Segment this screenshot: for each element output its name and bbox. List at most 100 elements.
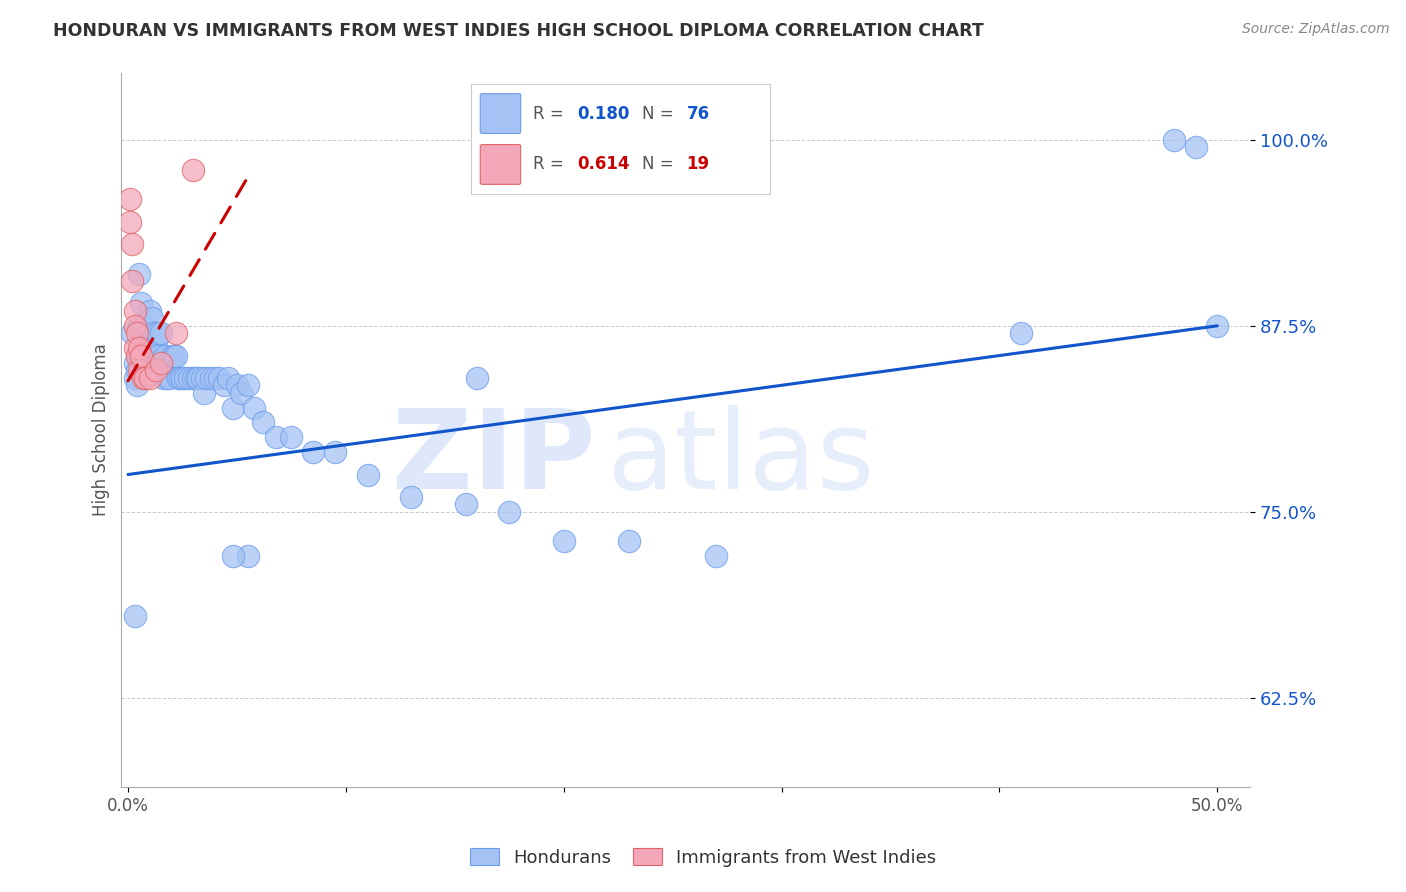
Point [120, 193, 142, 207]
Text: ZIP: ZIP [392, 405, 595, 512]
Point [173, 371, 195, 385]
Point [141, 334, 163, 348]
Point [498, 505, 520, 519]
Point [193, 385, 215, 400]
Point [128, 349, 150, 363]
Point [125, 378, 148, 392]
Point [167, 371, 190, 385]
Point [148, 326, 170, 341]
Point [129, 296, 152, 310]
Point [165, 326, 187, 341]
Point [121, 237, 143, 252]
Y-axis label: High School Diploma: High School Diploma [93, 343, 110, 516]
Point [132, 371, 155, 385]
Point [704, 549, 727, 564]
Point [243, 401, 266, 415]
Point [169, 371, 191, 385]
Point [136, 326, 159, 341]
Point [124, 356, 146, 370]
Point [121, 274, 143, 288]
Point [124, 304, 146, 318]
Point [204, 371, 226, 385]
Point [139, 326, 162, 341]
Point [132, 318, 155, 333]
Point [236, 549, 259, 564]
Point [124, 318, 146, 333]
Text: atlas: atlas [607, 405, 875, 512]
Point [148, 349, 170, 363]
Point [200, 371, 222, 385]
Point [156, 371, 179, 385]
Point [136, 349, 159, 363]
Point [125, 363, 148, 377]
Point [124, 371, 146, 385]
Point [191, 371, 214, 385]
Point [187, 371, 209, 385]
Point [236, 378, 259, 392]
Point [553, 534, 575, 549]
Point [231, 385, 253, 400]
Point [1184, 140, 1206, 154]
Point [356, 467, 378, 482]
Point [221, 549, 243, 564]
Text: HONDURAN VS IMMIGRANTS FROM WEST INDIES HIGH SCHOOL DIPLOMA CORRELATION CHART: HONDURAN VS IMMIGRANTS FROM WEST INDIES … [53, 22, 984, 40]
Point [264, 430, 287, 444]
Point [128, 318, 150, 333]
Point [212, 378, 235, 392]
Point [128, 267, 150, 281]
Point [129, 349, 152, 363]
Point [183, 371, 205, 385]
Point [226, 378, 249, 392]
Point [124, 341, 146, 355]
Point [152, 371, 174, 385]
Point [302, 445, 325, 459]
Point [183, 162, 205, 177]
Point [323, 445, 346, 459]
Point [125, 326, 148, 341]
Point [149, 326, 172, 341]
Point [141, 311, 163, 326]
Point [157, 371, 180, 385]
Legend: Hondurans, Immigrants from West Indies: Hondurans, Immigrants from West Indies [463, 841, 943, 874]
Point [134, 318, 156, 333]
Point [120, 215, 142, 229]
Point [399, 490, 422, 504]
Point [454, 497, 477, 511]
Point [165, 349, 187, 363]
Point [252, 416, 274, 430]
Point [1206, 318, 1229, 333]
Point [177, 371, 200, 385]
Point [172, 371, 194, 385]
Point [134, 371, 156, 385]
Point [132, 349, 155, 363]
Point [1163, 133, 1185, 147]
Point [121, 326, 143, 341]
Point [128, 363, 150, 377]
Text: Source: ZipAtlas.com: Source: ZipAtlas.com [1241, 22, 1389, 37]
Point [139, 371, 162, 385]
Point [221, 401, 243, 415]
Point [280, 430, 302, 444]
Point [128, 341, 150, 355]
Point [145, 363, 167, 377]
Point [153, 349, 176, 363]
Point [217, 371, 239, 385]
Point [195, 371, 218, 385]
Point [139, 304, 162, 318]
Point [145, 334, 167, 348]
Point [208, 371, 231, 385]
Point [465, 371, 488, 385]
Point [129, 341, 152, 355]
Point [184, 371, 207, 385]
Point [132, 334, 155, 348]
Point [143, 349, 166, 363]
Point [124, 608, 146, 623]
Point [149, 356, 172, 370]
Point [1010, 326, 1032, 341]
Point [617, 534, 640, 549]
Point [143, 326, 166, 341]
Point [129, 326, 152, 341]
Point [134, 349, 156, 363]
Point [125, 349, 148, 363]
Point [163, 349, 186, 363]
